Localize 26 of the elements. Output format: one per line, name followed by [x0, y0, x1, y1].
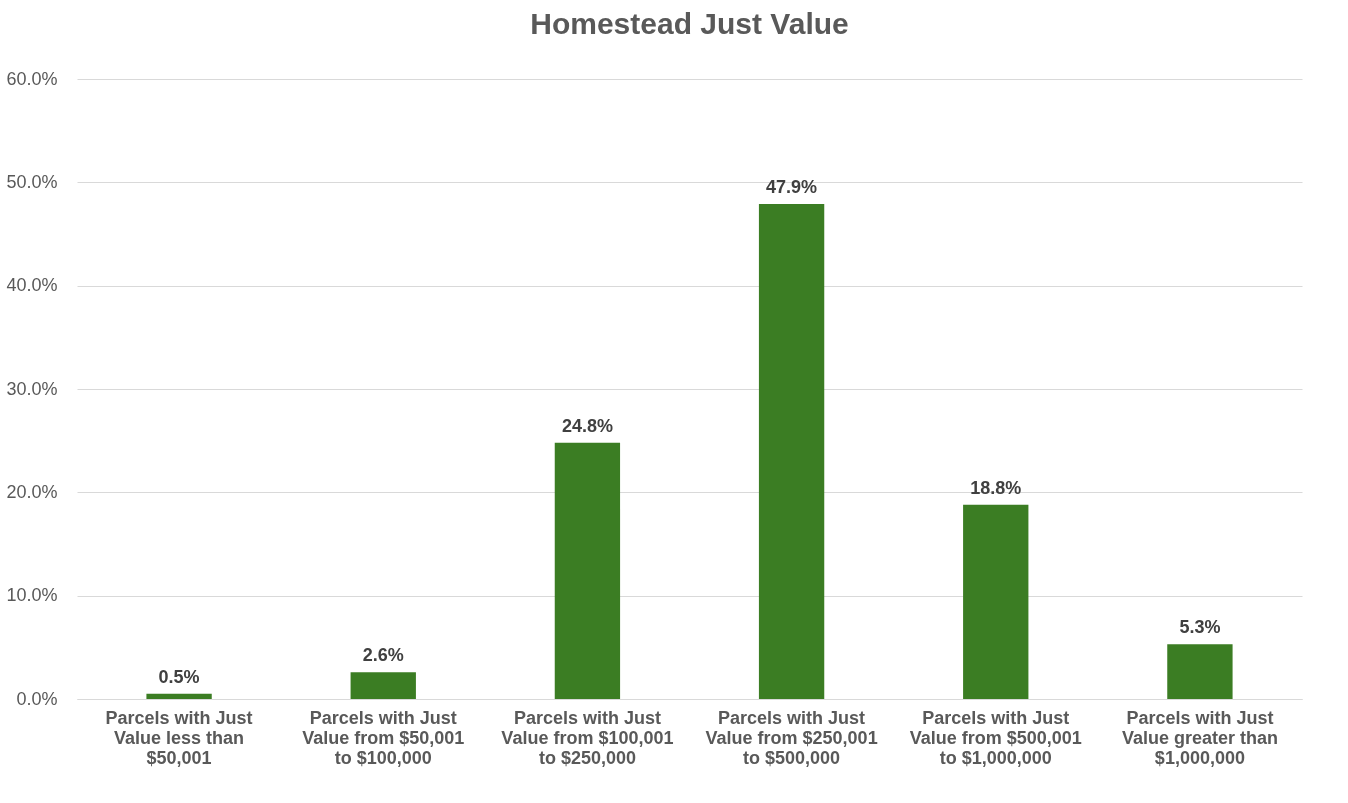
bar — [146, 693, 212, 699]
y-tick-label: 0.0% — [16, 688, 58, 709]
y-tick-label: 10.0% — [6, 585, 58, 606]
y-tick-label: 60.0% — [6, 68, 58, 89]
data-label: 0.5% — [158, 666, 200, 687]
x-tick-label: Parcels with Just Value greater than $1,000,000 — [1121, 707, 1278, 768]
chart-title: Homestead Just Value — [530, 7, 849, 40]
bar — [554, 442, 621, 699]
data-label: 47.9% — [766, 177, 818, 198]
x-tick-label: Parcels with Just Value from $50,001 to $100,000 — [302, 707, 465, 768]
y-tick-label: 30.0% — [6, 378, 58, 399]
bar — [1167, 644, 1233, 699]
x-tick-label: Parcels with Just Value from $250,001 to $500,000 — [705, 707, 878, 768]
data-label: 5.3% — [1179, 617, 1221, 638]
data-label: 2.6% — [362, 645, 404, 666]
y-tick-label: 50.0% — [6, 171, 58, 192]
bar — [963, 504, 1029, 699]
y-tick-label: 20.0% — [6, 481, 58, 502]
bar — [350, 672, 416, 699]
data-label: 24.8% — [561, 415, 613, 436]
y-tick-label: 40.0% — [6, 275, 58, 296]
data-label: 18.8% — [970, 477, 1022, 498]
x-tick-label: Parcels with Just Value from $100,001 to $250,000 — [501, 707, 674, 768]
x-tick-label: Parcels with Just Value less than $50,001 — [105, 707, 253, 768]
x-tick-label: Parcels with Just Value from $500,001 to $1,000,000 — [909, 707, 1082, 768]
bar — [758, 204, 825, 699]
